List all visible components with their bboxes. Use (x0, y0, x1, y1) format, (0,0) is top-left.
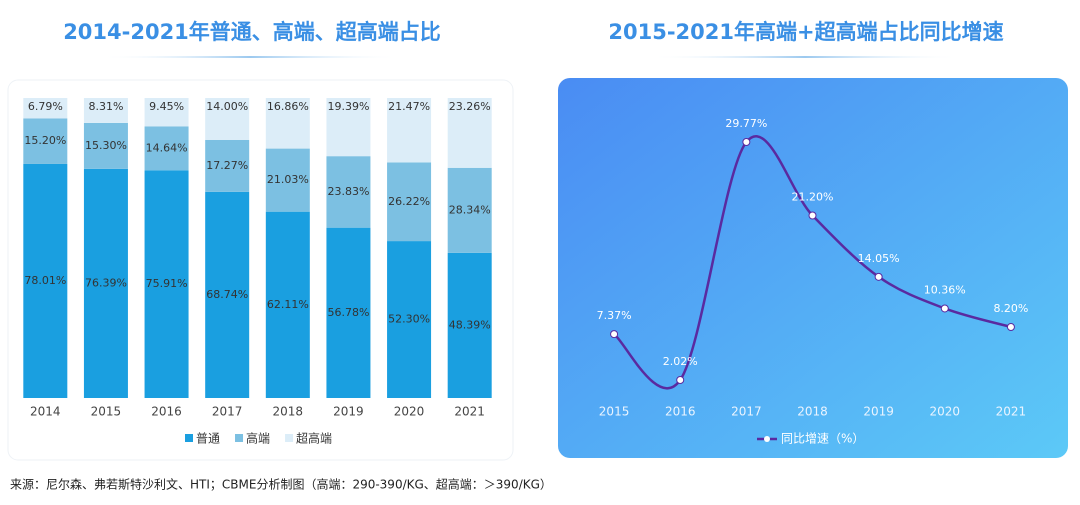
point (1006, 322, 1015, 331)
point (940, 304, 949, 313)
bar-segment (83, 168, 128, 398)
value-label: 21.47% (388, 100, 430, 113)
value-label: 2.02% (663, 355, 698, 368)
bar-segment (265, 211, 310, 398)
value-label: 15.30% (85, 139, 127, 152)
bar-segment (205, 191, 250, 398)
value-label: 75.91% (146, 277, 188, 290)
value-label: 9.45% (149, 100, 184, 113)
point (610, 330, 619, 339)
bar-segment (83, 122, 128, 169)
bar-segment (447, 167, 492, 253)
value-label: 10.36% (924, 283, 966, 296)
x-tick-label: 2016 (151, 405, 182, 419)
legend-label: 普通 (196, 432, 220, 446)
x-tick-label: 2018 (797, 405, 828, 419)
x-tick-label: 2019 (333, 405, 364, 419)
x-tick-label: 2020 (930, 405, 961, 419)
bar-segment (265, 148, 310, 212)
x-tick-label: 2021 (454, 405, 485, 419)
x-tick-label: 2016 (665, 405, 696, 419)
x-tick-label: 2020 (394, 405, 425, 419)
x-tick-label: 2018 (273, 405, 304, 419)
value-label: 23.26% (449, 100, 491, 113)
value-label: 26.22% (388, 195, 430, 208)
value-label: 7.37% (597, 309, 632, 322)
bar-segment (205, 139, 250, 192)
value-label: 28.34% (449, 203, 491, 216)
bar-segment (326, 156, 371, 228)
point (676, 376, 685, 384)
point (742, 138, 751, 146)
point (808, 211, 817, 220)
source-note: 来源：尼尔森、弗若斯特沙利文、HTI；CBME分析制图（高端：290-390/K… (10, 477, 552, 492)
value-label: 68.74% (206, 288, 248, 301)
value-label: 52.30% (388, 313, 430, 326)
x-tick-label: 2015 (91, 405, 122, 419)
bar-segment (205, 98, 250, 140)
value-label: 14.00% (206, 100, 248, 113)
bar-segment (387, 98, 432, 163)
bar-segment (23, 118, 68, 164)
bar-segment (387, 241, 432, 398)
value-label: 8.20% (993, 302, 1028, 315)
value-label: 17.27% (206, 159, 248, 172)
value-label: 15.20% (24, 134, 66, 147)
x-tick-label: 2017 (212, 405, 243, 419)
legend-label: 超高端 (296, 431, 332, 446)
title-underline (100, 56, 400, 58)
value-label: 8.31% (88, 100, 123, 113)
legend-marker (764, 436, 770, 442)
value-label: 21.03% (267, 173, 309, 186)
value-label: 56.78% (327, 306, 369, 319)
bar-segment (83, 98, 128, 123)
bar-segment (326, 98, 371, 157)
legend-swatch (285, 434, 294, 442)
value-label: 76.39% (85, 276, 127, 289)
bar-segment (447, 98, 492, 168)
value-label: 23.83% (327, 185, 369, 198)
chart-title: 2014-2021年普通、高端、超高端占比 (63, 20, 441, 44)
bar-segment (23, 98, 68, 119)
value-label: 14.64% (146, 141, 188, 154)
bar-segment (265, 98, 310, 149)
bar-segment (447, 252, 492, 398)
x-tick-label: 2015 (599, 405, 630, 419)
legend-swatch (235, 434, 244, 442)
value-label: 19.39% (327, 100, 369, 113)
bar-segment (387, 162, 432, 242)
left-card (7, 79, 514, 461)
value-label: 21.20% (792, 191, 834, 204)
value-label: 14.05% (858, 252, 900, 265)
value-label: 16.86% (267, 100, 309, 113)
title-underline (650, 56, 960, 58)
legend-label: 高端 (246, 431, 270, 446)
x-tick-label: 2014 (30, 405, 61, 419)
value-label: 29.77% (725, 117, 767, 130)
x-tick-label: 2021 (996, 405, 1027, 419)
chart-title: 2015-2021年高端+超高端占比同比增速 (608, 20, 1003, 44)
bar-segment (144, 126, 189, 171)
legend-swatch (185, 434, 193, 442)
right-card (558, 78, 1068, 458)
value-label: 6.79% (28, 100, 63, 113)
x-tick-label: 2019 (863, 405, 894, 419)
value-label: 48.39% (449, 318, 491, 331)
value-label: 78.01% (24, 274, 66, 287)
bar-segment (326, 227, 371, 398)
point (874, 272, 883, 281)
value-label: 62.11% (267, 298, 309, 311)
bar-segment (144, 170, 189, 398)
bar-segment (144, 98, 189, 127)
bar-segment (23, 163, 68, 398)
x-tick-label: 2017 (731, 405, 762, 419)
legend-label: 同比增速（%） (781, 432, 864, 446)
